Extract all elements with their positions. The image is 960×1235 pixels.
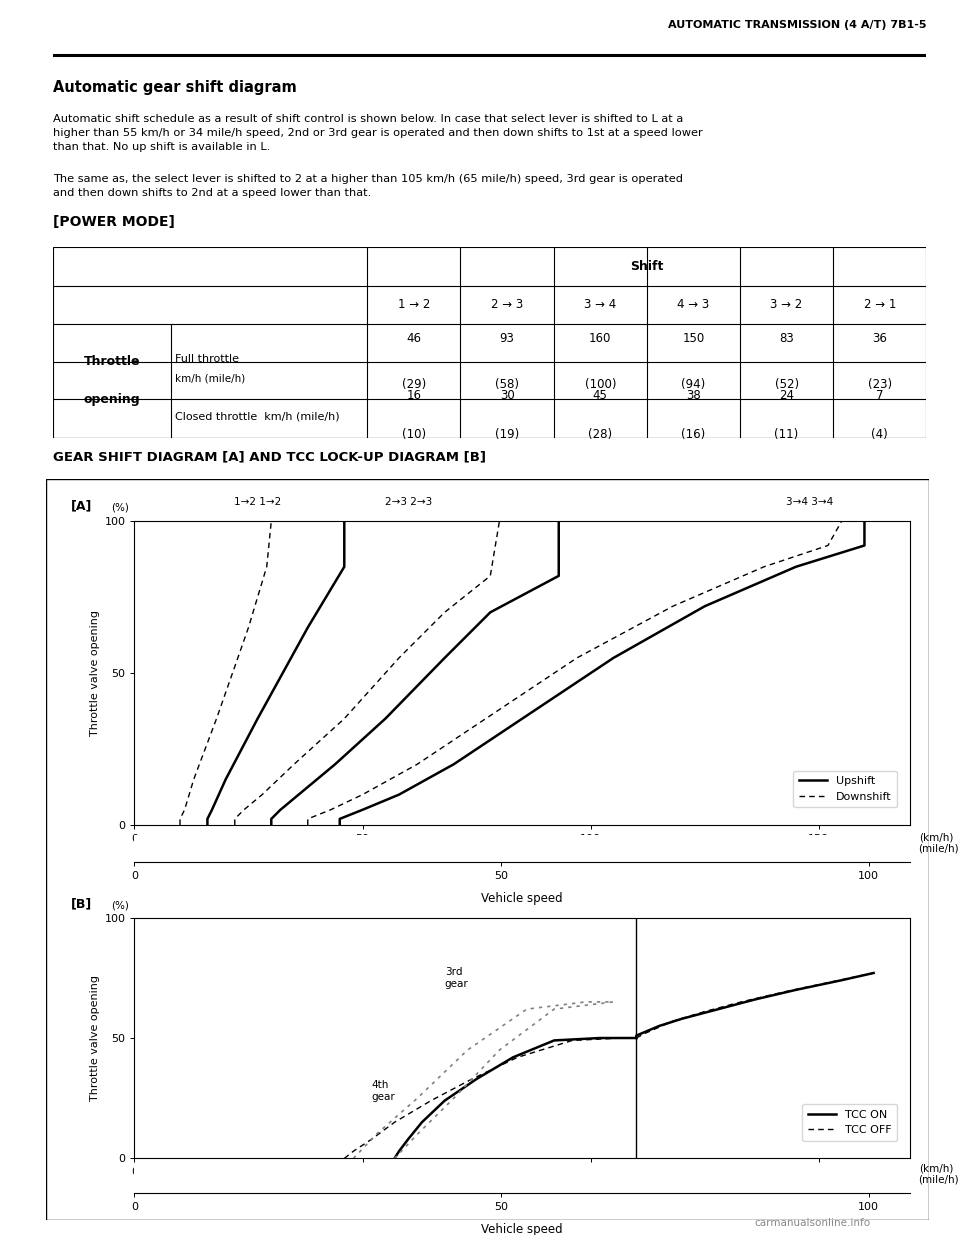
Text: 1 → 2: 1 → 2 <box>397 299 430 311</box>
Text: (58): (58) <box>495 378 519 390</box>
Text: Automatic shift schedule as a result of shift control is shown below. In case th: Automatic shift schedule as a result of … <box>53 114 703 152</box>
Text: [A]: [A] <box>71 499 92 513</box>
Text: (11): (11) <box>775 427 799 441</box>
Text: (28): (28) <box>588 427 612 441</box>
Text: 160: 160 <box>589 332 612 346</box>
Text: 150: 150 <box>683 332 705 346</box>
Text: Full throttle: Full throttle <box>175 354 239 364</box>
Text: 2 → 3: 2 → 3 <box>491 299 523 311</box>
Text: 16: 16 <box>406 389 421 403</box>
Text: 1→2 1→2: 1→2 1→2 <box>234 498 281 508</box>
Text: Vehicle speed: Vehicle speed <box>481 892 564 905</box>
Text: km/h (mile/h): km/h (mile/h) <box>175 374 246 384</box>
Text: 93: 93 <box>499 332 515 346</box>
Text: Vehicle speed: Vehicle speed <box>481 1223 564 1235</box>
Legend: Upshift, Downshift: Upshift, Downshift <box>793 771 897 808</box>
Text: (29): (29) <box>402 378 426 390</box>
Text: 3rd
gear: 3rd gear <box>444 967 468 988</box>
Text: 45: 45 <box>593 389 608 403</box>
Text: GEAR SHIFT DIAGRAM [A] AND TCC LOCK-UP DIAGRAM [B]: GEAR SHIFT DIAGRAM [A] AND TCC LOCK-UP D… <box>53 451 486 463</box>
Text: (%): (%) <box>111 900 130 910</box>
Text: 4th
gear: 4th gear <box>372 1081 396 1102</box>
Text: carmanualsonline.info: carmanualsonline.info <box>755 1218 871 1228</box>
Text: 2→3 2→3: 2→3 2→3 <box>385 498 432 508</box>
Text: Shift: Shift <box>630 261 663 273</box>
Legend: TCC ON, TCC OFF: TCC ON, TCC OFF <box>803 1104 897 1141</box>
Text: 4 → 3: 4 → 3 <box>678 299 709 311</box>
Text: (23): (23) <box>868 378 892 390</box>
Text: 7: 7 <box>876 389 883 403</box>
Text: (km/h): (km/h) <box>920 832 953 842</box>
Text: AUTOMATIC TRANSMISSION (4 A/T) 7B1-5: AUTOMATIC TRANSMISSION (4 A/T) 7B1-5 <box>668 20 926 30</box>
Text: (52): (52) <box>775 378 799 390</box>
Text: (mile/h): (mile/h) <box>918 1174 958 1184</box>
Text: (km/h): (km/h) <box>920 1163 953 1173</box>
Text: 3 → 4: 3 → 4 <box>584 299 616 311</box>
Text: 2 → 1: 2 → 1 <box>864 299 896 311</box>
Y-axis label: Throttle valve opening: Throttle valve opening <box>90 610 100 736</box>
Text: (16): (16) <box>682 427 706 441</box>
Text: Automatic gear shift diagram: Automatic gear shift diagram <box>53 80 297 95</box>
Text: (10): (10) <box>402 427 426 441</box>
Text: 24: 24 <box>780 389 794 403</box>
Text: 83: 83 <box>780 332 794 346</box>
Y-axis label: Throttle valve opening: Throttle valve opening <box>90 974 100 1102</box>
Text: 46: 46 <box>406 332 421 346</box>
Text: (100): (100) <box>585 378 616 390</box>
Text: Throttle

opening: Throttle opening <box>84 356 140 406</box>
Text: The same as, the select lever is shifted to 2 at a higher than 105 km/h (65 mile: The same as, the select lever is shifted… <box>53 174 683 199</box>
Text: (94): (94) <box>682 378 706 390</box>
Text: Closed throttle  km/h (mile/h): Closed throttle km/h (mile/h) <box>175 412 340 422</box>
Text: (mile/h): (mile/h) <box>918 844 958 853</box>
Text: 3→4 3→4: 3→4 3→4 <box>786 498 833 508</box>
Text: 36: 36 <box>873 332 887 346</box>
Text: [POWER MODE]: [POWER MODE] <box>53 215 175 228</box>
Text: (4): (4) <box>872 427 888 441</box>
Text: 30: 30 <box>500 389 515 403</box>
Text: 3 → 2: 3 → 2 <box>771 299 803 311</box>
Text: (%): (%) <box>111 503 130 513</box>
Text: (19): (19) <box>495 427 519 441</box>
Text: 38: 38 <box>686 389 701 403</box>
Text: [B]: [B] <box>71 898 92 910</box>
